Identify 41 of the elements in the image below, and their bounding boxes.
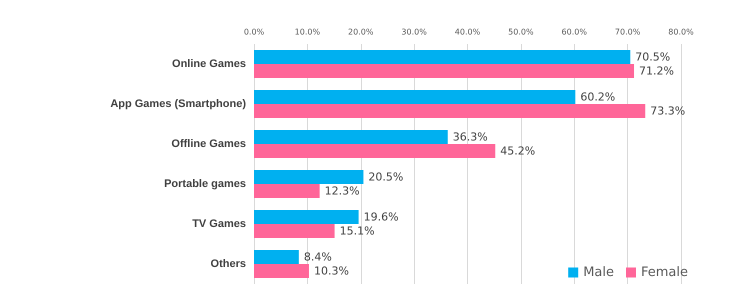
x-tick-label: 80.0%	[668, 28, 694, 36]
data-label: 70.5%	[635, 50, 670, 64]
bar	[254, 210, 359, 224]
x-tick-label: 20.0%	[348, 28, 374, 36]
data-label: 60.2%	[580, 90, 616, 104]
bar	[254, 184, 320, 198]
legend-label: Male	[583, 265, 614, 280]
data-label: 73.3%	[650, 104, 686, 118]
y-tick-label: TV Games	[192, 218, 246, 230]
bar	[254, 224, 335, 238]
bar	[254, 250, 299, 264]
data-label: 45.2%	[500, 144, 536, 158]
bar	[254, 130, 448, 144]
y-tick-label: Others	[210, 258, 246, 270]
bar	[254, 104, 646, 118]
y-tick-label: Portable games	[164, 178, 246, 190]
x-tick-label: 40.0%	[454, 28, 481, 36]
data-label: 20.5%	[368, 170, 404, 184]
data-label: 8.4%	[304, 250, 332, 264]
legend-label: Female	[640, 265, 688, 280]
x-tick-label: 60.0%	[562, 28, 588, 36]
x-tick-label: 50.0%	[508, 28, 534, 36]
bar	[254, 90, 576, 104]
bar	[254, 50, 630, 64]
bar	[254, 144, 496, 158]
data-label: 71.2%	[639, 64, 674, 78]
x-tick-label: 10.0%	[294, 28, 320, 36]
data-label: 15.1%	[340, 224, 375, 238]
bar	[254, 170, 364, 184]
bar	[254, 264, 309, 278]
data-label: 36.3%	[452, 130, 488, 144]
x-tick-label: 70.0%	[614, 28, 641, 36]
data-label: 19.6%	[364, 210, 399, 224]
bar	[254, 64, 634, 78]
y-tick-label: App Games (Smartphone)	[110, 98, 246, 110]
data-label: 10.3%	[314, 264, 349, 278]
data-label: 12.3%	[324, 184, 360, 198]
y-tick-label: Online Games	[172, 58, 246, 70]
x-tick-label: 0.0%	[244, 28, 265, 36]
y-tick-label: Offline Games	[171, 138, 246, 150]
x-tick-label: 30.0%	[401, 28, 428, 36]
